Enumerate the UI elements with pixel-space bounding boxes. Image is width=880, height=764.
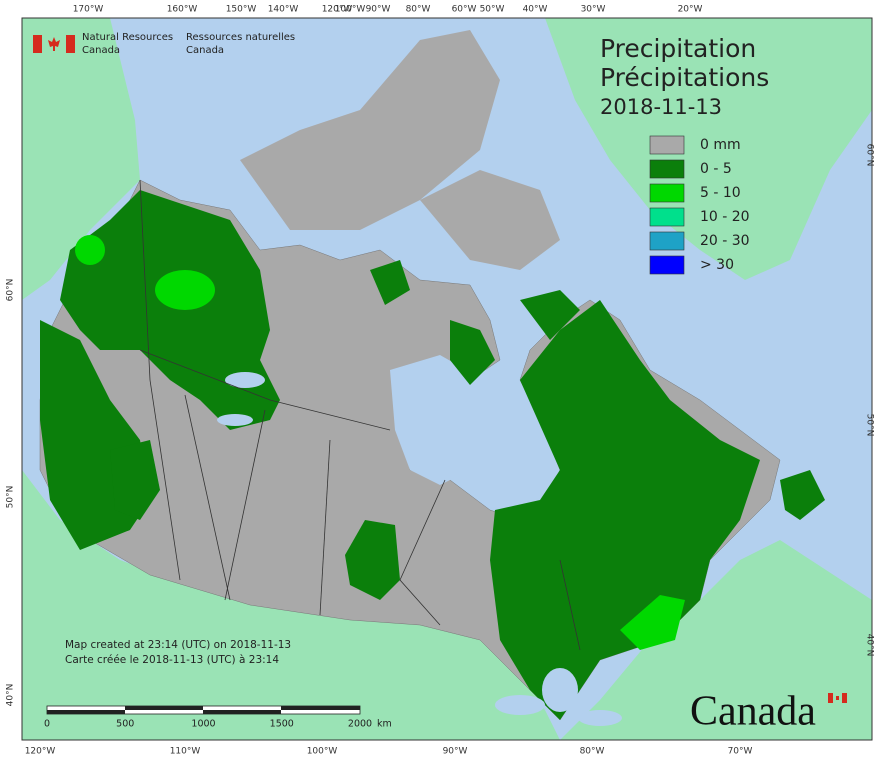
usa bbox=[22, 470, 560, 740]
legend-swatch bbox=[649, 255, 685, 275]
area bbox=[620, 595, 685, 650]
longitude-label: 60°W bbox=[452, 5, 477, 15]
arctic-island bbox=[420, 170, 560, 270]
longitude-label: 100°W bbox=[307, 747, 338, 757]
wordmark-flag bbox=[828, 693, 847, 703]
longitude-label: 110°W bbox=[170, 747, 201, 757]
area bbox=[370, 260, 410, 305]
longitude-label: 40°W bbox=[523, 5, 548, 15]
longitude-label: 30°W bbox=[581, 5, 606, 15]
longitude-label: 80°W bbox=[406, 5, 431, 15]
longitude-label: 120°W bbox=[322, 5, 353, 15]
note: Map created at 23:14 (UTC) on 2018-11-13 bbox=[65, 639, 291, 651]
legend-swatch bbox=[649, 135, 685, 155]
agency-header: Natural Resources Canada Ressources natu… bbox=[33, 32, 295, 56]
map-body bbox=[22, 18, 872, 740]
scale-label: 1000 bbox=[191, 719, 215, 730]
legend-label: 0 mm bbox=[700, 137, 741, 153]
latitude-label: 60°N bbox=[6, 279, 16, 302]
latitude-label: 60°N bbox=[865, 144, 875, 167]
arctic-island bbox=[240, 30, 500, 230]
longitude-label: 50°W bbox=[480, 5, 505, 15]
latitude-label: 50°N bbox=[865, 414, 875, 437]
scale-segment bbox=[47, 710, 125, 714]
scale-labels: 0 500 1000 1500 2000 bbox=[44, 719, 372, 730]
scale-label: 500 bbox=[116, 719, 134, 730]
date: 2018-11-13 bbox=[600, 95, 722, 119]
arctic-island bbox=[330, 160, 380, 200]
borders bbox=[139, 179, 581, 651]
legend-swatch bbox=[649, 159, 685, 179]
longitude-label: 150°W bbox=[226, 5, 257, 15]
latitude-label: 40°N bbox=[6, 684, 16, 707]
scale-segment bbox=[125, 706, 203, 710]
legend-swatch bbox=[649, 231, 685, 251]
longitude-label: 90°W bbox=[366, 5, 391, 15]
lakes bbox=[217, 372, 622, 726]
scale-segment bbox=[281, 706, 360, 710]
agency-en: Canada bbox=[82, 45, 120, 56]
longitude-label: 160°W bbox=[167, 5, 198, 15]
maple-leaf bbox=[48, 37, 60, 51]
scale-unit: km bbox=[377, 719, 392, 730]
area bbox=[490, 300, 760, 720]
legend: 0 mm 0 - 5 5 - 10 10 - 20 20 - 30 > 30 bbox=[649, 135, 750, 275]
area bbox=[110, 440, 160, 520]
longitude-label: 80°W bbox=[580, 747, 605, 757]
legend-label: 0 - 5 bbox=[700, 161, 732, 177]
area bbox=[155, 270, 215, 310]
area bbox=[60, 190, 280, 430]
title: Précipitations bbox=[600, 63, 769, 92]
flag-bar bbox=[66, 35, 75, 53]
usa-east bbox=[560, 540, 872, 740]
legend-label: 5 - 10 bbox=[700, 185, 741, 201]
agency-fr: Ressources naturelles bbox=[186, 32, 295, 43]
latitude-label: 50°N bbox=[6, 486, 16, 509]
longitude-label: 140°W bbox=[268, 5, 299, 15]
flag-bar bbox=[33, 35, 42, 53]
legend-swatch bbox=[649, 207, 685, 227]
agency-fr: Canada bbox=[186, 45, 224, 56]
wordmark: Canada bbox=[690, 689, 816, 735]
legend-label: 10 - 20 bbox=[700, 209, 750, 225]
note: Carte créée le 2018-11-13 (UTC) à 23:14 bbox=[65, 654, 279, 666]
area bbox=[780, 470, 825, 520]
longitude-label: 170°W bbox=[73, 5, 104, 15]
area bbox=[345, 520, 400, 600]
greenland bbox=[545, 18, 872, 280]
area bbox=[450, 320, 495, 385]
hudson-bay bbox=[390, 355, 490, 485]
longitude-label: 90°W bbox=[443, 747, 468, 757]
area bbox=[520, 290, 580, 340]
precip-0-5 bbox=[40, 190, 825, 720]
legend-swatch bbox=[649, 183, 685, 203]
legend-label: 20 - 30 bbox=[700, 233, 750, 249]
scale-segment bbox=[203, 710, 281, 714]
latitude-label: 40°N bbox=[865, 634, 875, 657]
longitude-label: 70°W bbox=[728, 747, 753, 757]
scale-label: 1500 bbox=[270, 719, 294, 730]
agency-en: Natural Resources bbox=[82, 32, 173, 43]
longitude-label: 120°W bbox=[25, 747, 56, 757]
longitude-label: 20°W bbox=[678, 5, 703, 15]
scale-label: 0 bbox=[44, 719, 50, 730]
scale-bar: 0 500 1000 1500 2000 km bbox=[44, 705, 392, 730]
precip-5-10 bbox=[75, 235, 685, 650]
longitude-label: 100°W bbox=[335, 5, 366, 15]
area bbox=[75, 235, 105, 265]
scale-label: 2000 bbox=[348, 719, 372, 730]
title: Precipitation bbox=[600, 34, 756, 63]
alaska bbox=[22, 18, 140, 300]
legend-label: > 30 bbox=[700, 257, 734, 273]
map-frame bbox=[21, 17, 873, 741]
